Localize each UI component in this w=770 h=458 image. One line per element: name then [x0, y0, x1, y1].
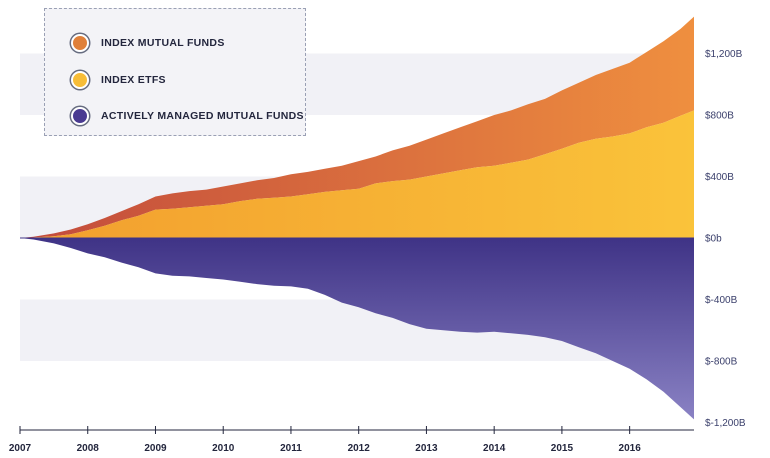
y-axis-labels: $1,200B $800B $400B $0b $-400B $-800B $-1,200B: [705, 49, 746, 429]
x-tick-label: 2016: [619, 443, 642, 454]
x-axis: 2007 2008 2009 2010 2011 2012 2013 2014 2015 2016: [9, 426, 694, 454]
legend-item-actively-managed: ACTIVELY MANAGED MUTUAL FUNDS: [71, 103, 304, 129]
legend-swatch-yellow: [71, 71, 89, 89]
legend-swatch-orange: [71, 34, 89, 52]
legend-item-index-etfs: INDEX ETFS: [71, 67, 166, 93]
x-tick-label: 2013: [415, 443, 438, 454]
y-tick-label: $-800B: [705, 357, 738, 368]
y-tick-label: $400B: [705, 172, 734, 183]
y-tick-label: $1,200B: [705, 49, 743, 60]
y-tick-label: $0b: [705, 234, 722, 245]
x-tick-label: 2008: [77, 443, 100, 454]
x-tick-label: 2012: [348, 443, 371, 454]
x-tick-label: 2010: [212, 443, 235, 454]
legend-label: ACTIVELY MANAGED MUTUAL FUNDS: [101, 110, 304, 122]
x-tick-label: 2011: [280, 443, 302, 454]
area-actively-managed-mutual-funds: [20, 238, 694, 420]
y-tick-label: $800B: [705, 111, 734, 122]
area-index-etfs: [20, 110, 694, 238]
areas: [20, 16, 694, 420]
y-tick-label: $-400B: [705, 295, 738, 306]
legend-label: INDEX ETFS: [101, 74, 166, 86]
legend-swatch-purple: [71, 107, 89, 125]
legend-label: INDEX MUTUAL FUNDS: [101, 37, 225, 49]
legend-item-index-mutual-funds: INDEX MUTUAL FUNDS: [71, 30, 225, 56]
x-tick-label: 2009: [144, 443, 167, 454]
y-tick-label: $-1,200B: [705, 418, 746, 429]
legend: INDEX MUTUAL FUNDS INDEX ETFS ACTIVELY M…: [44, 8, 306, 136]
x-tick-label: 2015: [551, 443, 574, 454]
x-tick-label: 2007: [9, 443, 32, 454]
area-index-mutual-funds: [20, 16, 694, 238]
x-tick-label: 2014: [483, 443, 506, 454]
